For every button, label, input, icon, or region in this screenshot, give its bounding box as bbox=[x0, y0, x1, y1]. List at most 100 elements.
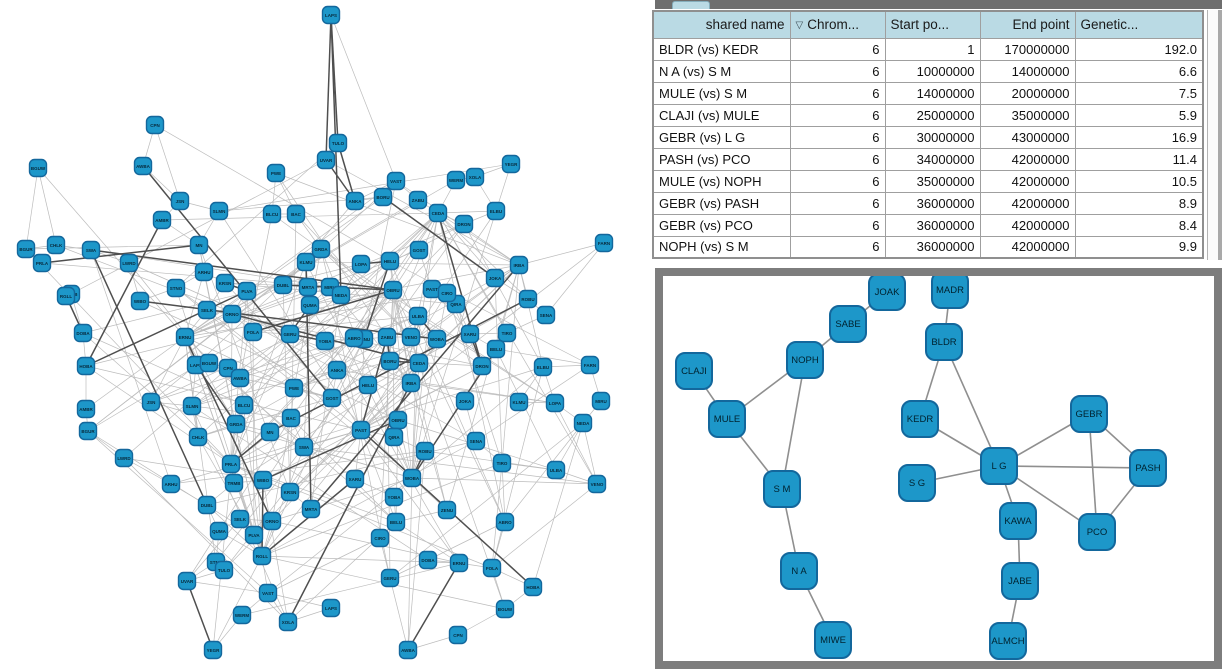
network-node[interactable]: ANKA bbox=[345, 191, 365, 211]
network-node[interactable]: AMBR bbox=[76, 399, 96, 419]
network-node[interactable]: OBRU bbox=[388, 410, 408, 430]
network-node[interactable]: KRSN bbox=[215, 273, 235, 293]
network-node[interactable]: PLVA bbox=[244, 525, 264, 545]
network-node[interactable]: FOLA bbox=[243, 322, 263, 342]
network-node[interactable]: FOLA bbox=[482, 558, 502, 578]
network-node[interactable]: SENA bbox=[466, 431, 486, 451]
network-node[interactable]: GOST bbox=[322, 388, 342, 408]
column-header-start-po-[interactable]: Start po... bbox=[884, 10, 981, 39]
column-header-end-point[interactable]: End point bbox=[979, 10, 1076, 39]
network-node[interactable]: SELK bbox=[197, 300, 217, 320]
table-cell[interactable]: 10.5 bbox=[1074, 169, 1204, 193]
network-node[interactable]: JOKA bbox=[455, 391, 475, 411]
table-cell[interactable]: 14000000 bbox=[884, 81, 981, 105]
table-cell[interactable]: 6 bbox=[789, 37, 886, 61]
network-node[interactable]: CPN bbox=[448, 625, 468, 645]
network-node[interactable]: BAC bbox=[286, 204, 306, 224]
network-node[interactable]: MIRU bbox=[591, 391, 611, 411]
table-cell[interactable]: PASH (vs) PCO bbox=[652, 147, 791, 171]
table-row[interactable]: N A (vs) S M 6 10000000 14000000 6.6 bbox=[652, 59, 1204, 83]
network-node[interactable]: LWRD bbox=[119, 253, 139, 273]
network-node[interactable]: NEDA bbox=[573, 413, 593, 433]
network-node[interactable]: ZENU bbox=[437, 500, 457, 520]
table-cell[interactable]: 6 bbox=[789, 169, 886, 193]
network-node[interactable]: TIRO bbox=[497, 323, 517, 343]
network-node[interactable]: BLCU bbox=[234, 395, 254, 415]
network-node[interactable]: UVAR bbox=[177, 571, 197, 591]
table-cell[interactable]: 6 bbox=[789, 81, 886, 105]
network-node[interactable]: ULBA bbox=[546, 460, 566, 480]
table-cell[interactable]: 6 bbox=[789, 191, 886, 215]
table-cell[interactable]: 14000000 bbox=[979, 59, 1076, 83]
network-node[interactable]: LWRD bbox=[114, 448, 134, 468]
node-joak[interactable]: JOAK bbox=[868, 276, 906, 311]
network-node[interactable]: PWE bbox=[266, 163, 286, 183]
node-gebr[interactable]: GEBR bbox=[1070, 395, 1108, 433]
table-row[interactable]: MULE (vs) S M 6 14000000 20000000 7.5 bbox=[652, 81, 1204, 105]
network-node[interactable]: ROBU bbox=[415, 441, 435, 461]
table-cell[interactable]: 10000000 bbox=[884, 59, 981, 83]
network-node[interactable]: AWBA bbox=[230, 368, 250, 388]
node-claji[interactable]: CLAJI bbox=[675, 352, 713, 390]
network-node[interactable]: CHLK bbox=[188, 427, 208, 447]
filter-icon[interactable]: ▽ bbox=[795, 20, 804, 32]
table-cell[interactable]: 6.6 bbox=[1074, 59, 1204, 83]
node-mule[interactable]: MULE bbox=[708, 400, 746, 438]
network-node[interactable]: FARN bbox=[580, 355, 600, 375]
network-node[interactable]: HOBA bbox=[523, 577, 543, 597]
network-node[interactable]: LAPS bbox=[321, 598, 341, 618]
table-cell[interactable]: 5.9 bbox=[1074, 103, 1204, 127]
table-row[interactable]: GEBR (vs) PASH 6 36000000 42000000 8.9 bbox=[652, 191, 1204, 215]
table-cell[interactable]: 6 bbox=[789, 235, 886, 259]
table-cell[interactable]: 42000000 bbox=[979, 213, 1076, 237]
network-node[interactable]: BAC bbox=[281, 408, 301, 428]
table-cell[interactable]: 30000000 bbox=[884, 125, 981, 149]
table-cell[interactable]: NOPH (vs) S M bbox=[652, 235, 791, 259]
network-node[interactable]: HELU bbox=[380, 251, 400, 271]
table-cell[interactable]: 36000000 bbox=[884, 235, 981, 259]
network-node[interactable]: VENO bbox=[401, 327, 421, 347]
table-cell[interactable]: 36000000 bbox=[884, 213, 981, 237]
table-cell[interactable]: 8.9 bbox=[1074, 191, 1204, 215]
network-node[interactable]: SWA bbox=[294, 437, 314, 457]
network-node[interactable]: PWE bbox=[284, 378, 304, 398]
right-network-svg[interactable]: JOAK SABE NOPH CLAJI MULE S M N A MIWE MADR BLDR K… bbox=[663, 276, 1214, 661]
network-node[interactable]: ELBU bbox=[486, 201, 506, 221]
network-node[interactable]: SELK bbox=[230, 509, 250, 529]
network-node[interactable]: WIBO bbox=[130, 291, 150, 311]
column-header-chrom-[interactable]: ▽ Chrom... bbox=[789, 10, 886, 39]
network-node[interactable]: MN bbox=[260, 422, 280, 442]
table-cell[interactable]: GEBR (vs) PCO bbox=[652, 213, 791, 237]
network-node[interactable]: CEDA bbox=[428, 203, 448, 223]
network-node[interactable]: MRTA bbox=[298, 277, 318, 297]
network-node[interactable]: ORNO bbox=[222, 304, 242, 324]
network-node[interactable]: GOST bbox=[409, 240, 429, 260]
table-cell[interactable]: 42000000 bbox=[979, 169, 1076, 193]
node-kedr[interactable]: KEDR bbox=[901, 400, 939, 438]
table-cell[interactable]: BLDR (vs) KEDR bbox=[652, 37, 791, 61]
network-node[interactable]: IRBA bbox=[509, 255, 529, 275]
column-header-genetic-[interactable]: Genetic... bbox=[1074, 10, 1204, 39]
network-node[interactable]: UVAR bbox=[316, 150, 336, 170]
node-pash[interactable]: PASH bbox=[1129, 449, 1167, 487]
table-cell[interactable]: 42000000 bbox=[979, 235, 1076, 259]
table-row[interactable]: NOPH (vs) S M 6 36000000 42000000 9.9 bbox=[652, 235, 1204, 259]
network-node[interactable]: AWBA bbox=[398, 640, 418, 660]
node-l-g[interactable]: L G bbox=[980, 447, 1018, 485]
network-node[interactable]: GRDA bbox=[226, 414, 246, 434]
network-node[interactable]: YOBA bbox=[315, 331, 335, 351]
network-node[interactable]: NEDA bbox=[331, 285, 351, 305]
network-node[interactable]: ERNU bbox=[175, 327, 195, 347]
node-sabe[interactable]: SABE bbox=[829, 305, 867, 343]
network-node[interactable]: PAST bbox=[351, 420, 371, 440]
table-cell[interactable]: 35000000 bbox=[884, 169, 981, 193]
node-jabe[interactable]: JABE bbox=[1001, 562, 1039, 600]
table-cell[interactable]: 35000000 bbox=[979, 103, 1076, 127]
network-node[interactable]: QUMA bbox=[209, 521, 229, 541]
table-cell[interactable]: 6 bbox=[789, 125, 886, 149]
network-node[interactable]: HELU bbox=[358, 375, 378, 395]
node-miwe[interactable]: MIWE bbox=[814, 621, 852, 659]
table-cell[interactable]: 42000000 bbox=[979, 191, 1076, 215]
node-s-m[interactable]: S M bbox=[763, 470, 801, 508]
